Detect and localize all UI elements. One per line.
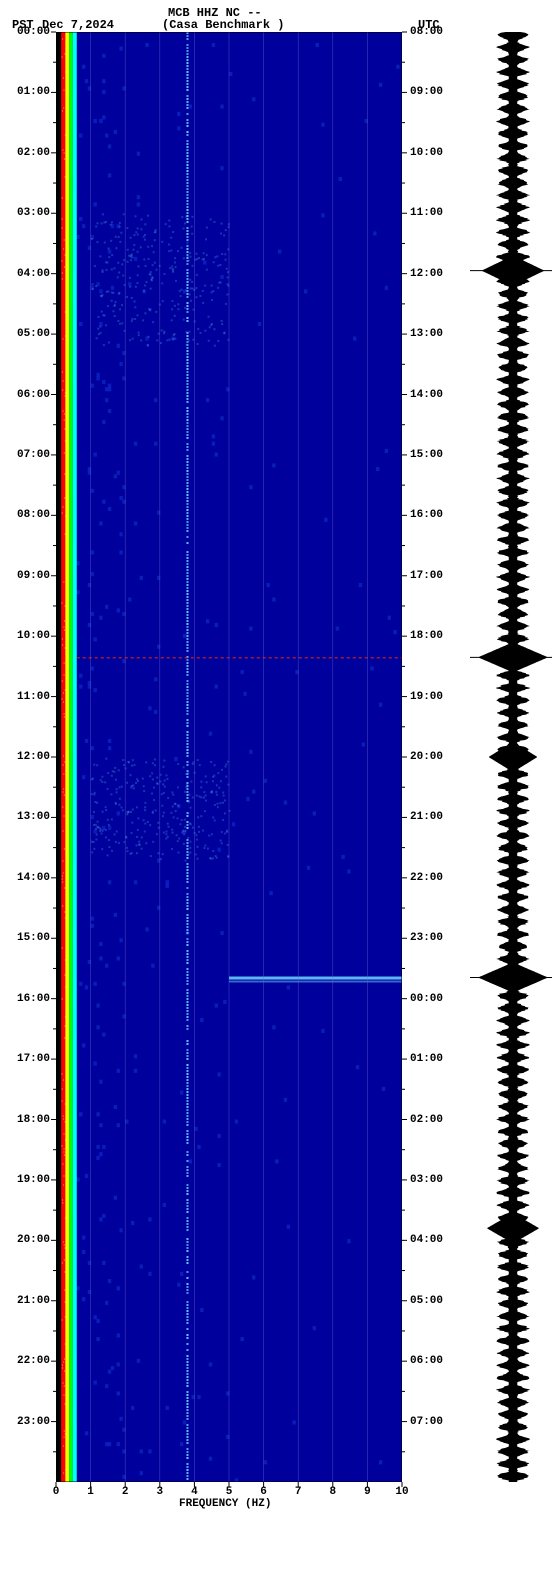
chart-root: PST Dec 7,2024 MCB HHZ NC -- (Casa Bench…	[0, 0, 552, 1584]
axis-overlay	[0, 0, 552, 1584]
